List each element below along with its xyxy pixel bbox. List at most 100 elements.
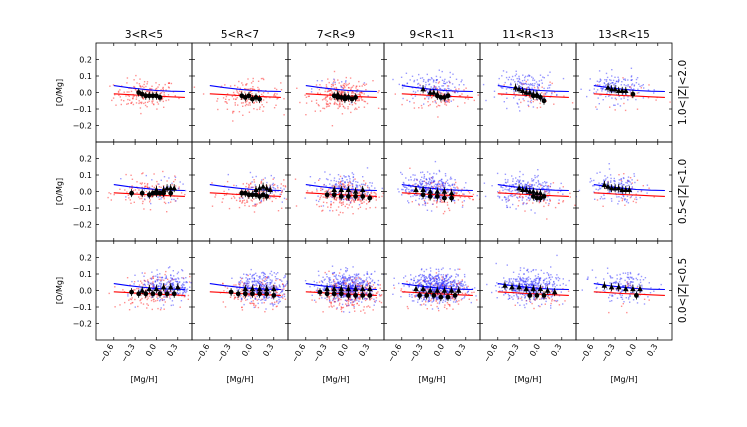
blue-scatter-point [409,100,411,103]
red-scatter-point [360,202,363,204]
red-scatter-point [437,116,439,118]
red-scatter-point [228,99,230,101]
blue-scatter-point [186,281,188,284]
red-scatter-point [146,186,149,188]
blue-scatter-point [502,87,504,89]
red-scatter-point [642,185,644,187]
blue-scatter-point [181,270,184,272]
blue-scatter-point [160,285,162,287]
blue-scatter-point [434,88,437,90]
red-scatter-point [375,297,378,299]
blue-scatter-point [404,186,406,188]
blue-scatter-point [562,77,565,80]
blue-scatter-point [355,181,357,183]
red-scatter-point [547,204,550,207]
blue-scatter-point [610,198,613,200]
blue-scatter-point [504,173,507,175]
red-scatter-point [121,85,123,87]
blue-scatter-point [506,97,508,99]
red-scatter-point [349,181,351,183]
blue-scatter-point [626,195,629,197]
red-scatter-point [305,102,308,104]
blue-scatter-point [326,276,328,278]
red-scatter-point [669,101,671,103]
red-scatter-point [180,192,183,194]
blue-scatter-point [521,86,523,89]
red-scatter-point [145,190,148,193]
blue-scatter-point [370,185,373,187]
red-scatter-point [148,295,151,297]
blue-scatter-point [444,173,447,175]
red-scatter-point [125,95,127,97]
blue-scatter-point [605,184,608,186]
blue-scatter-point [271,274,273,276]
blue-scatter-point [184,189,187,192]
blue-scatter-point [417,83,419,85]
blue-scatter-point [254,284,256,287]
blue-scatter-point [509,206,511,209]
blue-scatter-point [523,188,526,190]
red-scatter-point [518,200,520,202]
blue-scatter-point [472,86,473,87]
blue-scatter-point [627,85,629,87]
red-scatter-point [454,202,456,204]
red-scatter-point [251,88,254,91]
blue-scatter-point [540,183,542,185]
blue-scatter-point [532,106,535,108]
blue-scatter-point [356,184,359,187]
blue-scatter-point [510,82,512,85]
blue-scatter-point [357,190,359,192]
red-scatter-point [363,106,366,108]
blue-scatter-point [295,297,296,298]
red-scatter-point [330,83,333,86]
blue-scatter-point [631,84,633,86]
red-scatter-point [272,308,274,311]
blue-scatter-point [642,97,645,99]
red-scatter-point [280,82,282,84]
binned-circle [349,96,355,102]
red-scatter-point [442,100,444,102]
blue-scatter-point [428,177,430,179]
red-scatter-point [361,99,364,101]
red-scatter-point [358,297,360,299]
red-scatter-point [244,88,247,90]
red-scatter-point [239,200,241,202]
red-scatter-point [224,84,226,86]
binned-triangle [160,186,167,192]
blue-scatter-point [426,88,428,91]
blue-scatter-point [448,88,450,90]
red-scatter-point [147,297,149,299]
red-scatter-point [325,102,328,104]
red-scatter-point [356,303,358,305]
red-scatter-point [265,297,267,300]
red-scatter-point [128,197,130,199]
red-scatter-point [441,183,443,186]
red-scatter-point [232,120,234,122]
red-scatter-point [330,303,332,305]
red-scatter-point [329,98,331,100]
red-scatter-point [342,203,344,205]
blue-scatter-point [535,81,538,83]
red-scatter-point [248,111,251,113]
red-scatter-point [623,95,625,98]
blue-scatter-point [418,197,420,200]
red-scatter-point [341,103,343,105]
red-scatter-point [126,91,128,93]
red-scatter-point [238,93,240,96]
blue-scatter-point [344,284,346,286]
blue-scatter-point [261,284,263,286]
blue-scatter-point [328,278,330,281]
red-scatter-point [130,90,133,93]
blue-scatter-point [523,79,526,81]
blue-scatter-point [526,199,528,201]
blue-scatter-point [631,186,633,188]
blue-scatter-point [455,78,458,80]
red-scatter-point [348,82,350,85]
blue-scatter-point [532,193,534,195]
red-scatter-point [338,291,340,293]
binned-triangle [331,186,337,192]
blue-scatter-point [512,184,514,186]
red-scatter-point [215,194,217,196]
red-scatter-point [178,97,180,100]
blue-scatter-point [342,198,344,200]
